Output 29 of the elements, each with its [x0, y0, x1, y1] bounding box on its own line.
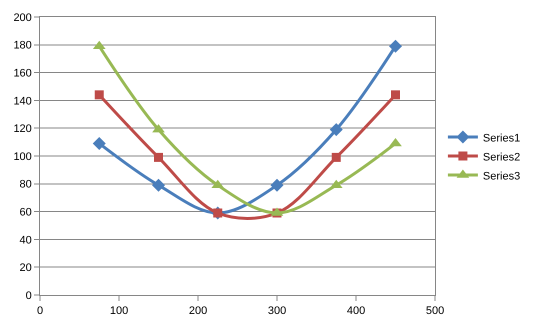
- y-tick-label: 0: [26, 290, 32, 302]
- x-tick-label: 200: [188, 305, 208, 318]
- y-tick-label: 80: [20, 178, 32, 191]
- point: [391, 90, 400, 100]
- x-tick-label: 100: [110, 305, 128, 318]
- x-tick-label: 300: [268, 305, 286, 318]
- point: [389, 40, 402, 53]
- x-tick-label: 500: [426, 305, 444, 318]
- legend-label: Series3: [482, 170, 520, 182]
- point: [92, 136, 106, 150]
- point: [330, 123, 343, 136]
- point: [332, 152, 341, 162]
- y-tick-label: 140: [13, 95, 32, 108]
- point: [94, 90, 104, 100]
- y-tick-label: 20: [20, 262, 32, 274]
- y-tick-label: 120: [13, 123, 32, 136]
- y-tick-label: 40: [20, 234, 32, 246]
- point: [270, 178, 284, 192]
- x-tick-label: 0: [36, 305, 44, 318]
- y-tick-label: 60: [20, 206, 32, 218]
- y-tick-label: 180: [13, 40, 32, 52]
- x-tick-label: 400: [346, 305, 366, 318]
- legend-label: Series2: [482, 151, 520, 164]
- y-tick-label: 100: [13, 150, 32, 163]
- legend-label: Series1: [482, 132, 520, 144]
- point: [152, 178, 165, 192]
- y-tick-label: 160: [13, 67, 32, 80]
- point: [154, 152, 163, 162]
- y-tick-label: 200: [13, 12, 32, 24]
